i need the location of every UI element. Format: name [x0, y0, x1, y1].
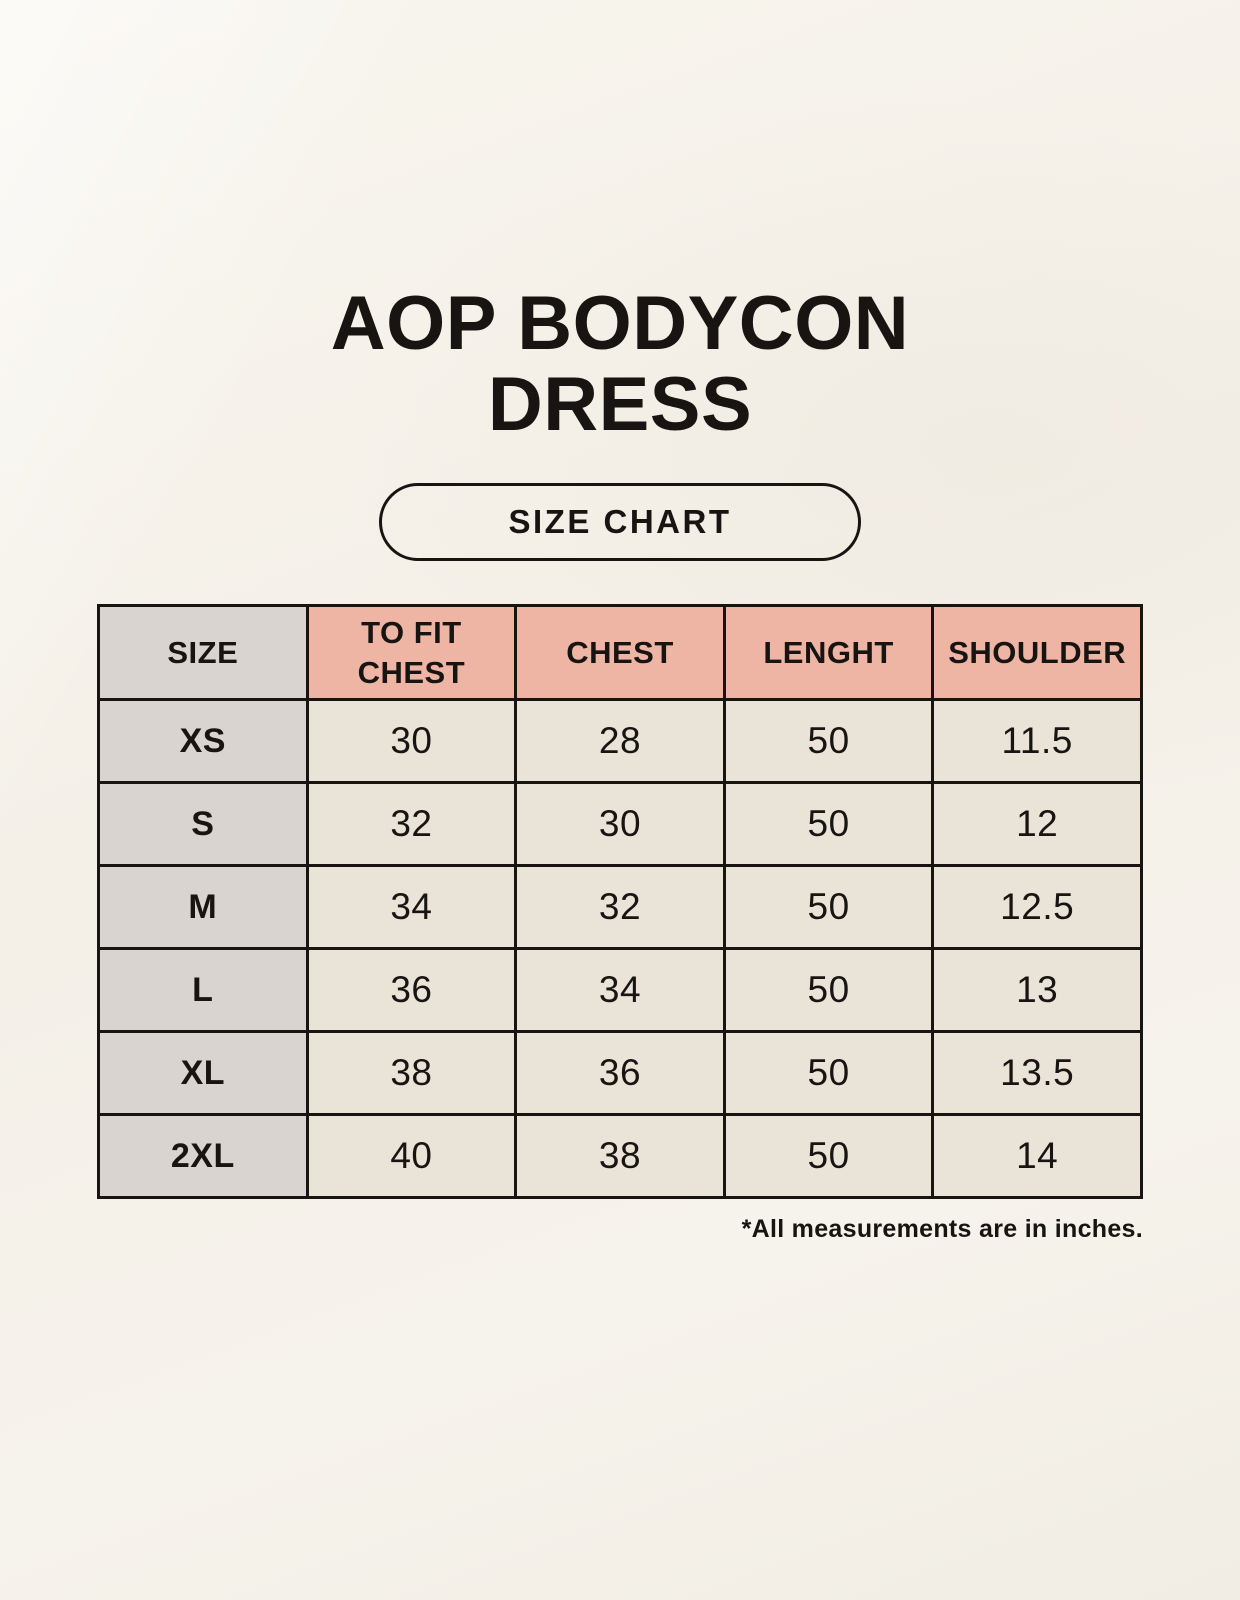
measurement-value: 50: [722, 864, 935, 951]
measurement-value: 50: [722, 1030, 935, 1117]
measurement-value: 11.5: [931, 698, 1143, 785]
size-chart-table-header: SIZE TO FIT CHEST CHEST LENGHT SHOULDER: [97, 604, 1143, 702]
measurement-value: 13.5: [931, 1030, 1143, 1117]
header-row: SIZE TO FIT CHEST CHEST LENGHT SHOULDER: [97, 604, 1143, 702]
column-header-size: SIZE: [97, 604, 309, 702]
measurement-value: 12: [931, 781, 1143, 868]
size-chart-table-body: XS 30 28 50 11.5 S 32 30 50 12 M 34 32 50 12.5 L 36 34 50 1…: [97, 698, 1143, 1200]
size-row-l: L 36 34 50 13: [97, 947, 1143, 1034]
measurement-value: 32: [305, 781, 518, 868]
column-header-shoulder: SHOULDER: [931, 604, 1143, 702]
measurement-value: 36: [514, 1030, 726, 1117]
size-row-xl: XL 38 36 50 13.5: [97, 1030, 1143, 1117]
measurement-value: 32: [514, 864, 726, 951]
measurement-value: 50: [722, 947, 935, 1034]
size-chart-button[interactable]: SIZE CHART: [379, 483, 861, 562]
measurement-value: 30: [514, 781, 726, 868]
measurement-value: 34: [514, 947, 726, 1034]
size-label: XL: [97, 1030, 309, 1117]
size-label: S: [97, 781, 309, 868]
measurement-value: 36: [305, 947, 518, 1034]
size-chart-table: SIZE TO FIT CHEST CHEST LENGHT SHOULDER XS 30…: [97, 604, 1143, 1200]
measurement-value: 50: [722, 781, 935, 868]
measurement-value: 50: [722, 1113, 935, 1200]
size-row-s: S 32 30 50 12: [97, 781, 1143, 868]
measurements-footnote: *All measurements are in inches.: [741, 1215, 1143, 1244]
measurement-value: 40: [305, 1113, 518, 1200]
measurement-value: 28: [514, 698, 726, 785]
size-row-xs: XS 30 28 50 11.5: [97, 698, 1143, 785]
size-row-m: M 34 32 50 12.5: [97, 864, 1143, 951]
measurement-value: 38: [305, 1030, 518, 1117]
column-header-chest: CHEST: [514, 604, 726, 702]
size-row-2xl: 2XL 40 38 50 14: [97, 1113, 1143, 1200]
measurement-value: 13: [931, 947, 1143, 1034]
measurement-value: 14: [931, 1113, 1143, 1200]
measurement-value: 30: [305, 698, 518, 785]
size-chart-button-label: SIZE CHART: [508, 503, 732, 541]
column-header-to-fit-chest: TO FIT CHEST: [305, 604, 518, 702]
column-header-lenght: LENGHT: [722, 604, 935, 702]
size-chart-page: AOP BODYCON DRESS SIZE CHART SIZE TO FIT …: [97, 281, 1143, 1244]
page-title: AOP BODYCON DRESS: [330, 281, 910, 447]
measurement-value: 50: [722, 698, 935, 785]
size-label: L: [97, 947, 309, 1034]
size-label: 2XL: [97, 1113, 309, 1200]
size-label: M: [97, 864, 309, 951]
measurement-value: 34: [305, 864, 518, 951]
measurement-value: 12.5: [931, 864, 1143, 951]
size-label: XS: [97, 698, 309, 785]
measurement-value: 38: [514, 1113, 726, 1200]
